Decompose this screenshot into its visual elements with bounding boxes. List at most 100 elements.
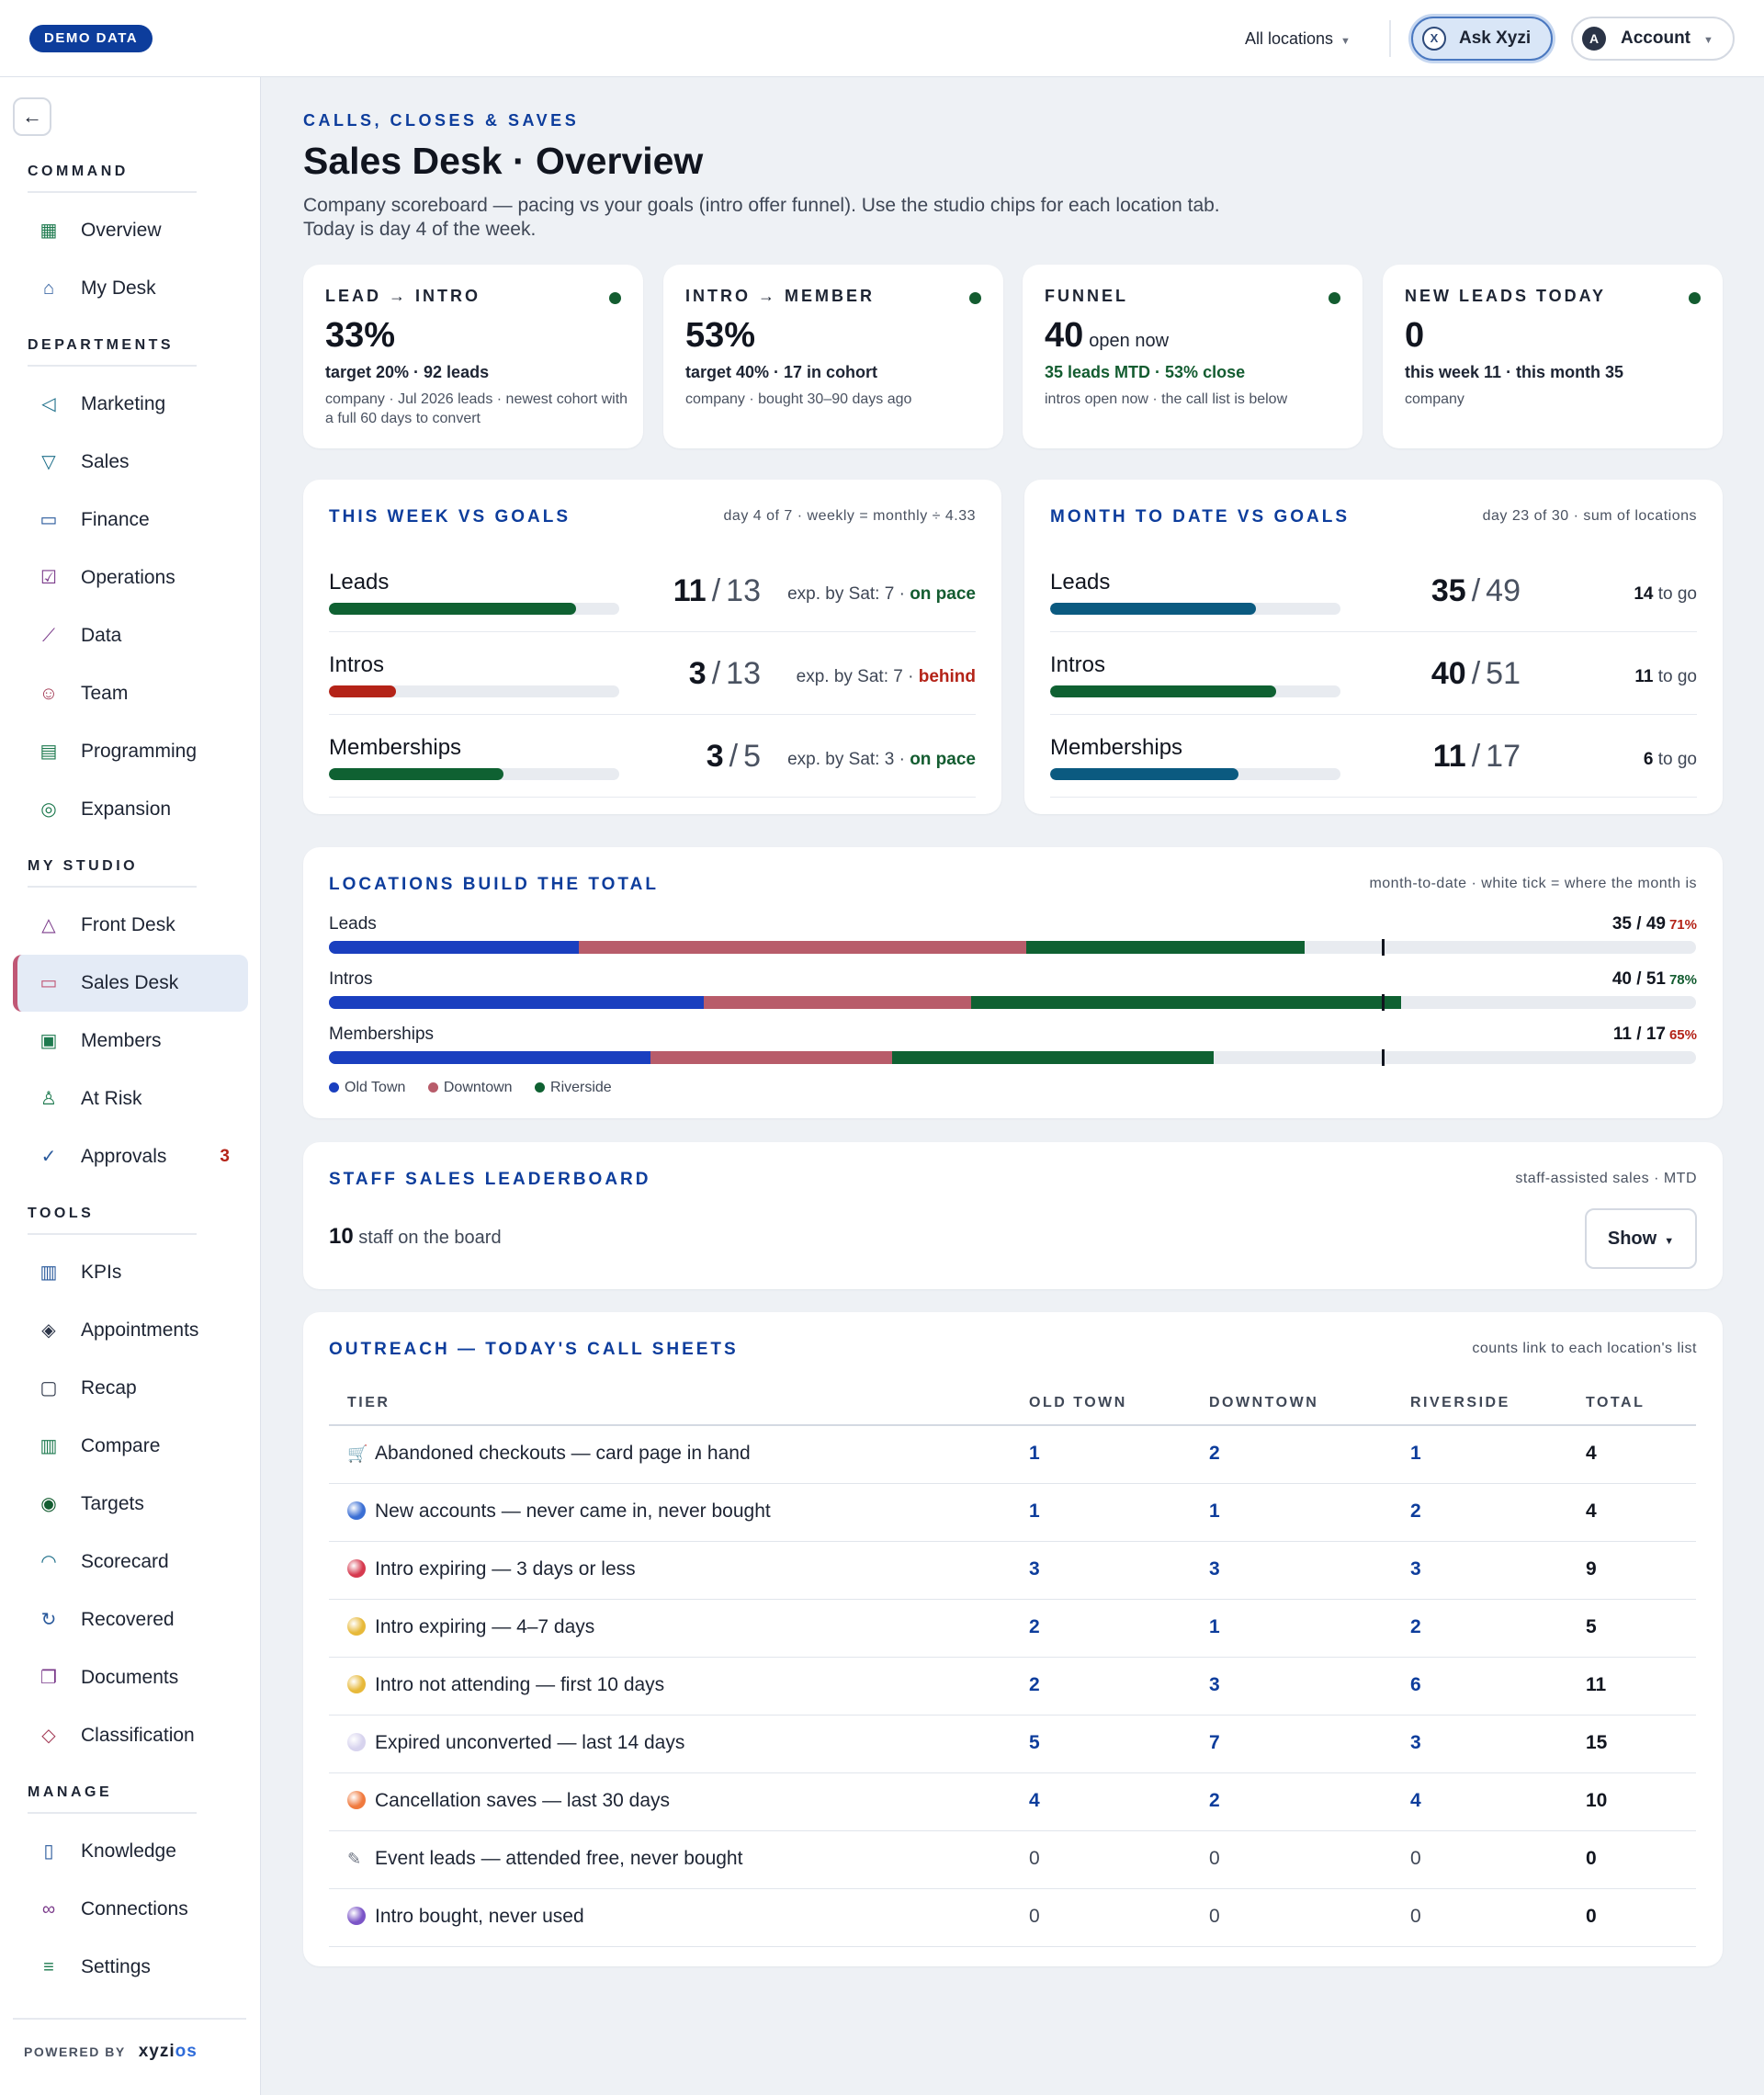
sidebar-item-expansion[interactable]: ◎ Expansion [13, 781, 248, 838]
old-town-count-link[interactable]: 1 [1029, 1500, 1040, 1522]
goal-row: Intros 3/13 exp. by Sat: 7 · behind [329, 632, 976, 715]
riverside-count-link[interactable]: 1 [1410, 1443, 1421, 1464]
panel-title: LOCATIONS BUILD THE TOTAL [329, 875, 659, 894]
goal-count: 3/5 [707, 739, 761, 775]
collapse-sidebar-button[interactable]: ← [13, 97, 51, 136]
sidebar-item-programming[interactable]: ▤ Programming [13, 723, 248, 780]
downtown-count-link[interactable]: 3 [1209, 1674, 1220, 1695]
table-row: Expired unconverted — last 14 days 5 7 3 15 [329, 1716, 1696, 1773]
goal-value: 11 [1432, 739, 1466, 774]
tier-label: Abandoned checkouts — card page in hand [375, 1443, 751, 1464]
riverside-count-link[interactable]: 2 [1410, 1500, 1421, 1522]
downtown-count-link[interactable]: 1 [1209, 1500, 1220, 1522]
sidebar-item-connections[interactable]: ∞ Connections [13, 1881, 248, 1938]
table-row: New accounts — never came in, never boug… [329, 1484, 1696, 1542]
downtown-count-link[interactable]: 3 [1209, 1558, 1220, 1580]
leaderboard-panel: STAFF SALES LEADERBOARD staff-assisted s… [303, 1142, 1723, 1289]
pace-status: on pace [910, 584, 976, 604]
riverside-count-link[interactable]: 4 [1410, 1790, 1421, 1811]
show-leaderboard-button[interactable]: Show ▼ [1585, 1208, 1697, 1269]
sidebar-item-documents[interactable]: ❐ Documents [13, 1649, 248, 1706]
kpi-value-number: 53% [685, 316, 756, 355]
banknote-icon: ▭ [40, 510, 58, 530]
sidebar-item-my-desk[interactable]: ⌂ My Desk [13, 260, 248, 317]
location-segment-downtown [579, 941, 1026, 954]
location-segment-old-town [329, 1051, 650, 1064]
sidebar-item-kpis[interactable]: ▥ KPIs [13, 1244, 248, 1301]
lavender-dot-icon [347, 1733, 366, 1751]
sidebar-item-operations[interactable]: ☑ Operations [13, 549, 248, 606]
sidebar: ← COMMAND ▦ Overview ⌂ My Desk DEPARTMENTS… [0, 77, 261, 2095]
sidebar-item-data[interactable]: ⟋ Data [13, 607, 248, 664]
sidebar-item-recovered[interactable]: ↻ Recovered [13, 1591, 248, 1648]
sidebar-item-settings[interactable]: ≡ Settings [13, 1939, 248, 1996]
sidebar-item-recap[interactable]: ▢ Recap [13, 1360, 248, 1417]
brand-logo: xyzios [139, 2042, 198, 2061]
sidebar-item-scorecard[interactable]: ◠ Scorecard [13, 1534, 248, 1591]
location-selector[interactable]: All locations ▼ [1245, 26, 1351, 54]
status-dot [969, 292, 981, 304]
sidebar-item-appointments[interactable]: ◈ Appointments [13, 1302, 248, 1359]
sidebar-item-at-risk[interactable]: ♙ At Risk [13, 1070, 248, 1127]
location-selector-label: All locations [1245, 29, 1334, 48]
riverside-count-link[interactable]: 2 [1410, 1616, 1421, 1637]
goal-progress-fill [329, 603, 576, 615]
legend-item: Riverside [535, 1080, 612, 1096]
riverside-count-link[interactable]: 6 [1410, 1674, 1421, 1695]
old-town-count-link[interactable]: 1 [1029, 1443, 1040, 1464]
goal-slash: / [1471, 573, 1481, 608]
riverside-count-link[interactable]: 3 [1410, 1732, 1421, 1753]
account-menu-button[interactable]: A Account ▼ [1571, 17, 1735, 61]
to-go-number: 14 [1634, 584, 1654, 604]
to-go-number: 6 [1643, 750, 1654, 769]
riverside-count-link[interactable]: 3 [1410, 1558, 1421, 1580]
old-town-count-link[interactable]: 2 [1029, 1674, 1040, 1695]
tier-label: Intro expiring — 4–7 days [375, 1616, 595, 1637]
old-town-count-link[interactable]: 2 [1029, 1616, 1040, 1637]
downtown-count-link[interactable]: 2 [1209, 1443, 1220, 1464]
sidebar-item-label: Sales Desk [81, 972, 179, 993]
users-icon: ☺ [39, 684, 59, 704]
sidebar-item-sales-desk[interactable]: ▭ Sales Desk [13, 955, 248, 1012]
legend-item: Downtown [427, 1080, 513, 1096]
sidebar-item-front-desk[interactable]: △ Front Desk [13, 897, 248, 954]
goal-row: Memberships 3/5 exp. by Sat: 3 · on pace [329, 715, 976, 798]
avatar: A [1582, 27, 1606, 51]
downtown-count-link[interactable]: 2 [1209, 1790, 1220, 1811]
goal-progress-fill [329, 768, 503, 780]
tier-cell: Intro not attending — first 10 days [347, 1674, 664, 1696]
tier-cell: New accounts — never came in, never boug… [347, 1500, 771, 1523]
sidebar-item-compare[interactable]: ▥ Compare [13, 1418, 248, 1475]
sidebar-item-label: Knowledge [81, 1840, 176, 1862]
panel-note: staff-assisted sales · MTD [1515, 1171, 1697, 1186]
sidebar-item-label: Documents [81, 1667, 179, 1688]
sidebar-item-members[interactable]: ▣ Members [13, 1013, 248, 1070]
sidebar-item-classification[interactable]: ◇ Classification [13, 1707, 248, 1764]
goal-count: 11/17 [1433, 739, 1521, 775]
sidebar-item-overview[interactable]: ▦ Overview [13, 202, 248, 259]
downtown-count-link[interactable]: 1 [1209, 1616, 1220, 1637]
megaphone-icon: ◁ [41, 394, 56, 414]
sidebar-item-label: KPIs [81, 1262, 122, 1283]
old-town-count-link[interactable]: 3 [1029, 1558, 1040, 1580]
location-stack-bar [329, 941, 1696, 954]
downtown-count-link[interactable]: 7 [1209, 1732, 1220, 1753]
location-row-percent: 71% [1668, 917, 1697, 933]
legend-swatch [329, 1082, 339, 1093]
total-count: 5 [1586, 1616, 1597, 1637]
kpi-note: company · bought 30–90 days ago [685, 391, 912, 407]
sidebar-item-targets[interactable]: ◉ Targets [13, 1476, 248, 1533]
sidebar-item-sales[interactable]: ▽ Sales [13, 434, 248, 491]
sidebar-item-marketing[interactable]: ◁ Marketing [13, 376, 248, 433]
old-town-count-link[interactable]: 4 [1029, 1790, 1040, 1811]
sidebar-item-knowledge[interactable]: ▯ Knowledge [13, 1823, 248, 1880]
legend-label: Old Town [345, 1080, 406, 1095]
sidebar-item-approvals[interactable]: ✓ Approvals 3 [13, 1128, 248, 1185]
sidebar-item-finance[interactable]: ▭ Finance [13, 492, 248, 549]
section-label-command: COMMAND [28, 164, 197, 193]
sidebar-item-team[interactable]: ☺ Team [13, 665, 248, 722]
week-goals-panel: THIS WEEK VS GOALS day 4 of 7 · weekly =… [303, 480, 1001, 814]
kpi-value-number: 33% [325, 316, 396, 355]
ask-assistant-button[interactable]: X Ask Xyzi [1411, 17, 1553, 61]
old-town-count-link[interactable]: 5 [1029, 1732, 1040, 1753]
